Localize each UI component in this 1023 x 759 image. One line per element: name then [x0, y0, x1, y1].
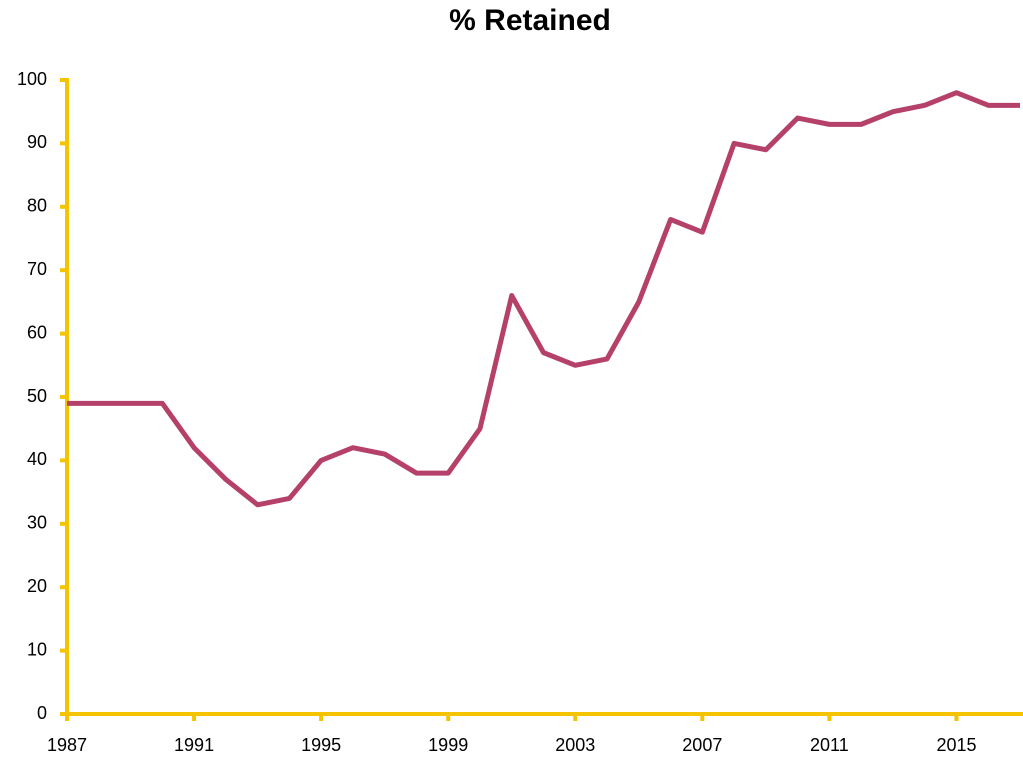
- y-tick-label: 80: [27, 196, 47, 216]
- y-tick-label: 60: [27, 322, 47, 342]
- x-tick-label: 2015: [936, 735, 976, 755]
- y-tick-label: 10: [27, 639, 47, 659]
- x-tick-label: 2007: [682, 735, 722, 755]
- y-tick-label: 70: [27, 259, 47, 279]
- y-tick-label: 40: [27, 449, 47, 469]
- x-tick-label: 2011: [810, 735, 849, 755]
- y-tick-label: 0: [37, 703, 47, 723]
- x-tick-label: 1991: [174, 735, 214, 755]
- x-tick-label: 1987: [47, 735, 87, 755]
- y-tick-label: 20: [27, 576, 47, 596]
- data-line: [67, 90, 1020, 508]
- chart-title: % Retained: [449, 4, 611, 37]
- y-tick-label: 100: [17, 69, 47, 89]
- y-tick-label: 90: [27, 132, 47, 152]
- x-tick-label: 2003: [555, 735, 595, 755]
- x-tick-label: 1995: [301, 735, 341, 755]
- y-tick-label: 50: [27, 386, 47, 406]
- x-tick-label: 1999: [428, 735, 468, 755]
- y-tick-label: 30: [27, 513, 47, 533]
